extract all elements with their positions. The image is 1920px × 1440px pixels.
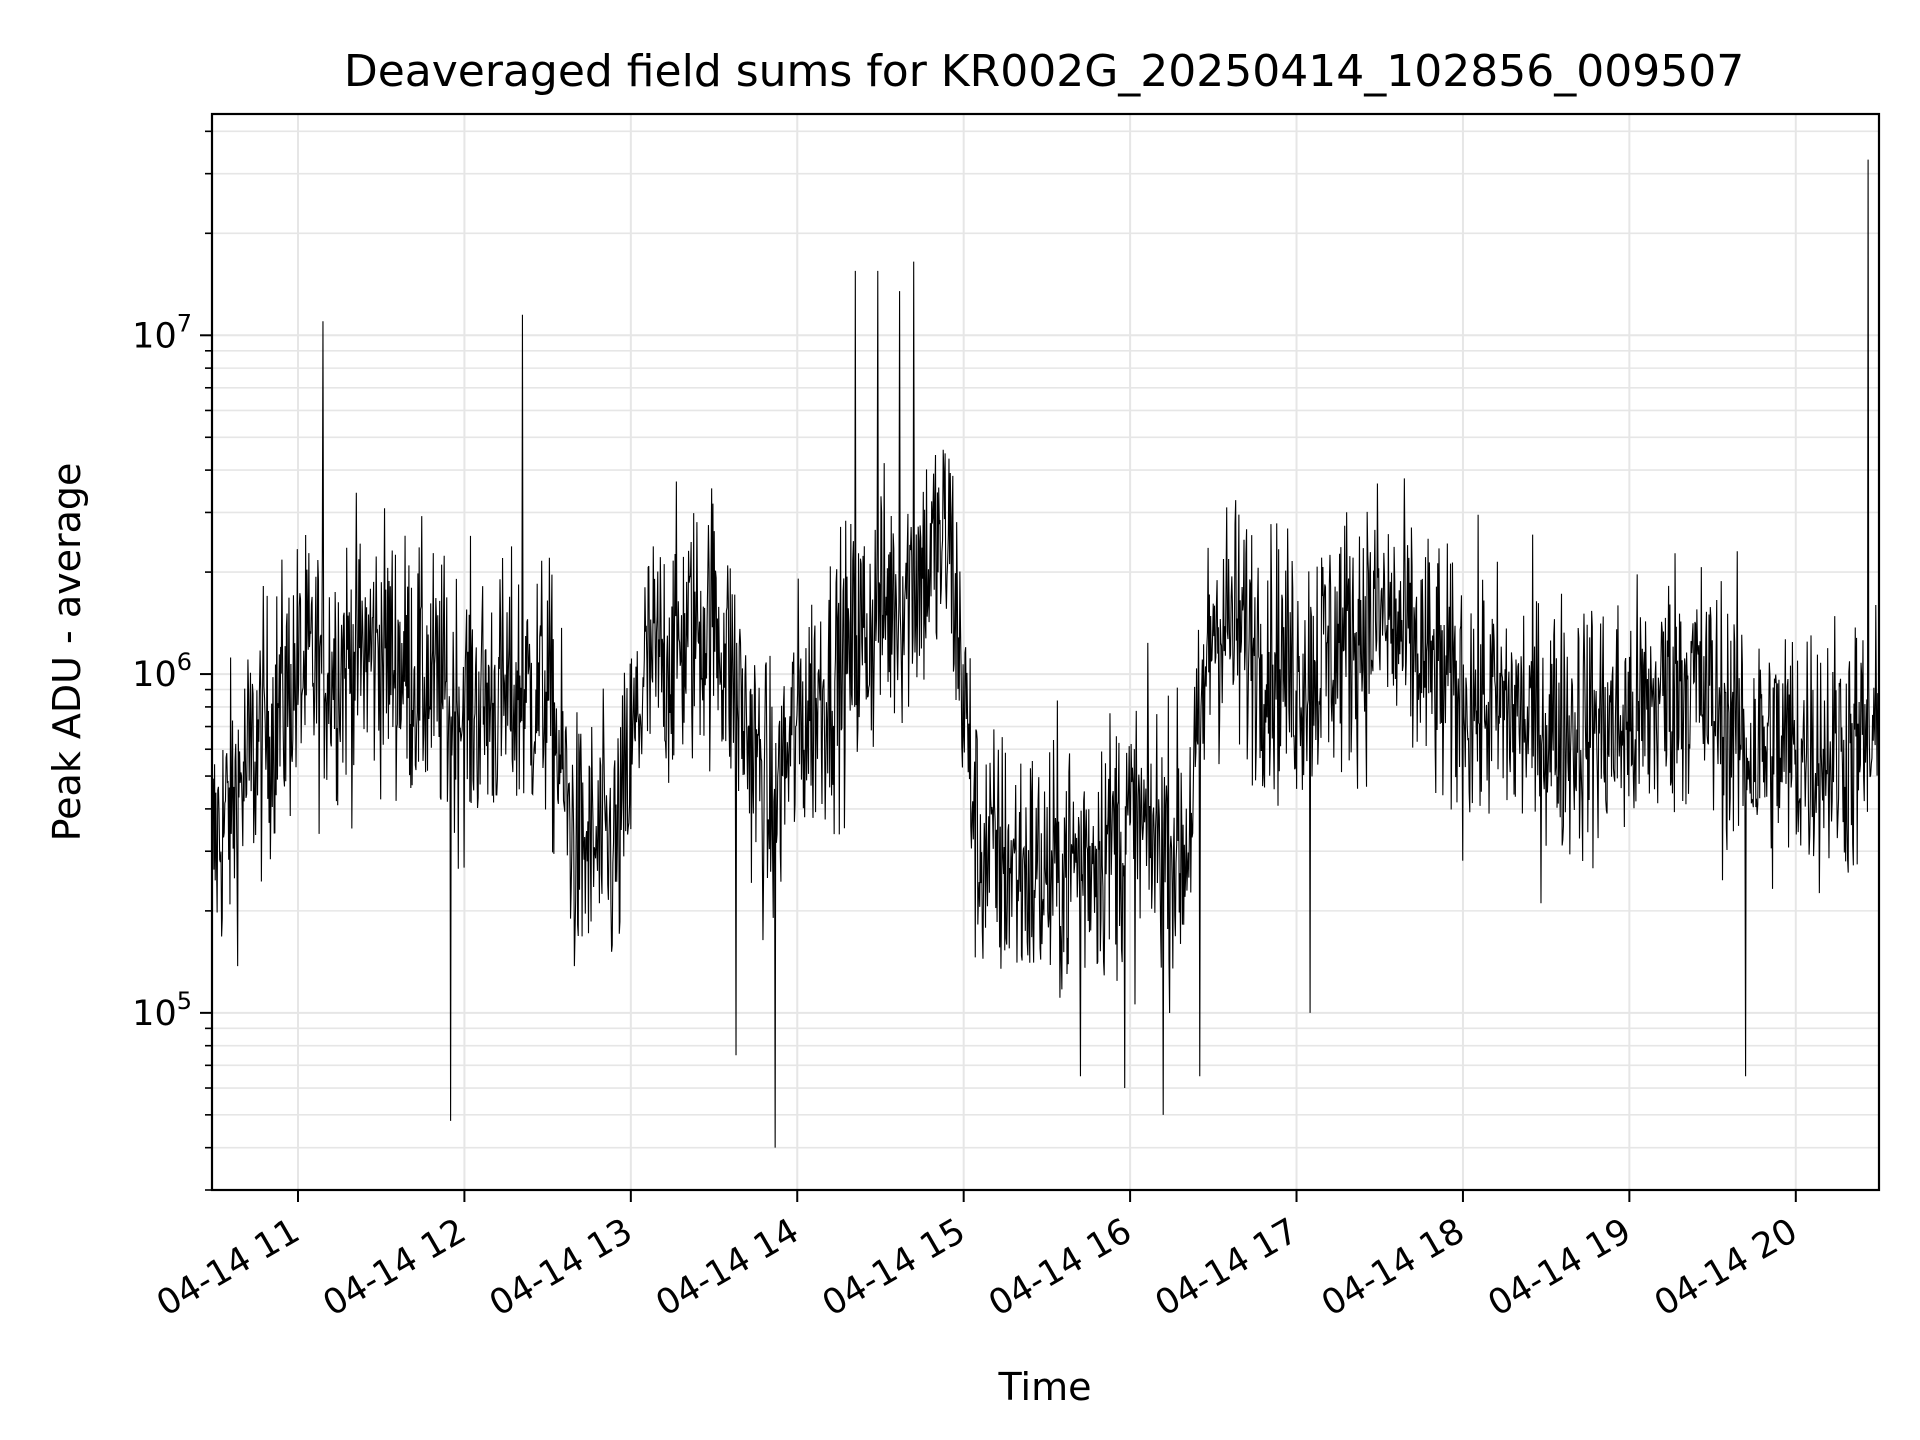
- y-tick-label: 106: [132, 648, 192, 695]
- y-tick-label: 107: [132, 309, 192, 356]
- y-tick-label: 105: [132, 987, 192, 1034]
- plot-frame: [210, 112, 1881, 1192]
- y-axis-label: Peak ADU - average: [45, 463, 89, 842]
- chart-title: Deaveraged field sums for KR002G_2025041…: [344, 46, 1744, 97]
- y-axis: 105 106 107: [132, 130, 212, 1191]
- x-axis-label: Time: [998, 1365, 1092, 1409]
- series-path: [212, 159, 1879, 1148]
- series-line: [212, 159, 1879, 1148]
